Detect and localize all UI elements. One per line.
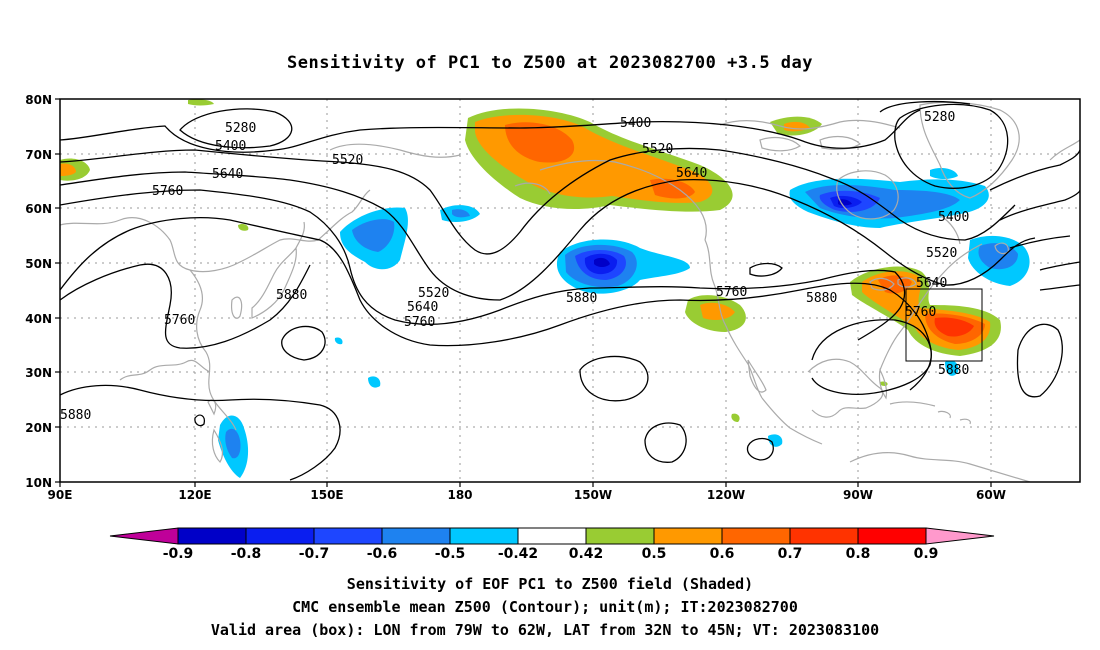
- colorbar-swatch: [177, 527, 247, 545]
- contour-label: 5520: [418, 286, 449, 301]
- lat-tick-label: 40N: [25, 312, 52, 326]
- colorbar-swatch: [857, 527, 927, 545]
- contour-label: 5280: [225, 121, 256, 136]
- colorbar-tick-label: -0.42: [498, 546, 538, 562]
- contour-label: 5880: [566, 291, 597, 306]
- positive-sensitivity-bering-max: [505, 122, 575, 163]
- contour-label: 5880: [938, 363, 969, 378]
- colorbar-tick-label: -0.8: [231, 546, 262, 562]
- caption-line-2: CMC ensemble mean Z500 (Contour); unit(m…: [292, 598, 798, 616]
- colorbar-tick-label: -0.9: [163, 546, 194, 562]
- contour-labels: 5280 5400 5520 5640 5760 5880 5880 5760 …: [60, 110, 969, 423]
- lon-tick-label: 180: [447, 488, 472, 502]
- positive-sensitivity-east-coast-max: [934, 317, 974, 337]
- positive-sensitivity-speck-2: [731, 413, 740, 422]
- contour-label: 5640: [407, 300, 438, 315]
- lat-tick-label: 20N: [25, 421, 52, 435]
- colorbar-swatch: [653, 527, 723, 545]
- contour-label: 5640: [212, 167, 243, 182]
- colorbar-tick-label: 0.42: [569, 546, 604, 562]
- contour-label: 5520: [642, 142, 673, 157]
- negative-sensitivity-kamchatka-core: [352, 219, 395, 252]
- lat-tick-label: 10N: [25, 476, 52, 490]
- positive-sensitivity-baja-core: [700, 302, 735, 320]
- caption-line-3: Valid area (box): LON from 79W to 62W, L…: [211, 621, 879, 639]
- negative-sensitivity-speck-1: [368, 376, 381, 388]
- contour-label: 5640: [916, 276, 947, 291]
- negative-sensitivity-central-pacific-max: [594, 257, 610, 267]
- colorbar: [109, 527, 995, 545]
- lon-tick-label: 90E: [48, 488, 73, 502]
- contour-label: 5760: [164, 313, 195, 328]
- contour-label: 5880: [60, 408, 91, 423]
- negative-sensitivity-kamchatka-east-core: [452, 209, 470, 218]
- lon-tick-label: 90W: [843, 488, 873, 502]
- coastlines: [60, 101, 1080, 482]
- contour-label: 5400: [215, 139, 246, 154]
- axis-ticks: [55, 98, 992, 487]
- colorbar-under-triangle: [109, 527, 179, 545]
- lon-tick-label: 150W: [574, 488, 612, 502]
- contour-label: 5760: [152, 184, 183, 199]
- contour-label: 5880: [806, 291, 837, 306]
- lon-tick-label: 150E: [310, 488, 343, 502]
- colorbar-swatch: [585, 527, 655, 545]
- colorbar-tick-label: 0.6: [710, 546, 735, 562]
- colorbar-tick-label: 0.8: [846, 546, 871, 562]
- colorbar-tick-label: -0.5: [435, 546, 466, 562]
- caption-line-1: Sensitivity of EOF PC1 to Z500 field (Sh…: [347, 575, 753, 593]
- contour-label: 5280: [924, 110, 955, 125]
- colorbar-tick-label: -0.7: [299, 546, 330, 562]
- figure-title: Sensitivity of PC1 to Z500 at 2023082700…: [287, 53, 813, 73]
- latitude-labels: 80N 70N 60N 50N 40N 30N 20N 10N: [25, 93, 52, 490]
- lat-tick-label: 80N: [25, 93, 52, 107]
- colorbar-tick-label: 0.9: [914, 546, 939, 562]
- colorbar-swatch: [721, 527, 791, 545]
- contour-label: 5400: [938, 210, 969, 225]
- colorbar-swatch: [517, 527, 587, 545]
- colorbar-swatch: [449, 527, 519, 545]
- negative-sensitivity-speck-4: [945, 360, 959, 376]
- map-frame: [59, 98, 1081, 483]
- map-panel: 5280 5400 5520 5640 5760 5880 5880 5760 …: [60, 99, 1080, 482]
- colorbar-swatch: [381, 527, 451, 545]
- negative-sensitivity-speck-3: [768, 434, 783, 447]
- colorbar-labels: -0.9 -0.8 -0.7 -0.6 -0.5 -0.42 0.42 0.5 0.6 0.7 0.…: [163, 546, 939, 562]
- colorbar-tick-label: 0.7: [778, 546, 803, 562]
- lat-tick-label: 70N: [25, 148, 52, 162]
- sensitivity-shading: [60, 99, 1030, 478]
- contour-label: 5760: [716, 285, 747, 300]
- positive-sensitivity-west-core: [60, 163, 76, 176]
- colorbar-over-triangle: [925, 527, 995, 545]
- negative-sensitivity-philippine-sea-core: [225, 428, 241, 459]
- contour-label: 5760: [905, 305, 936, 320]
- lon-tick-label: 120E: [178, 488, 211, 502]
- colorbar-tick-label: -0.6: [367, 546, 398, 562]
- positive-sensitivity-speck-1: [238, 223, 249, 231]
- negative-sensitivity-speck-2: [334, 337, 343, 345]
- contour-label: 5520: [926, 246, 957, 261]
- lon-tick-label: 60W: [976, 488, 1006, 502]
- contour-label: 5760: [404, 315, 435, 330]
- contour-label: 5880: [276, 288, 307, 303]
- longitude-labels: 90E 120E 150E 180 150W 120W 90W 60W: [48, 488, 1006, 502]
- valid-area-box: [905, 288, 983, 362]
- lat-tick-label: 50N: [25, 257, 52, 271]
- contour-label: 5640: [676, 166, 707, 181]
- contour-label: 5520: [332, 153, 363, 168]
- lat-tick-label: 60N: [25, 202, 52, 216]
- colorbar-swatch: [789, 527, 859, 545]
- lon-tick-label: 120W: [707, 488, 745, 502]
- colorbar-tick-label: 0.5: [642, 546, 667, 562]
- contour-label: 5400: [620, 116, 651, 131]
- positive-sensitivity-arctic-spot: [188, 99, 214, 106]
- colorbar-swatch: [245, 527, 315, 545]
- z500-contours: [60, 100, 1080, 481]
- lat-tick-label: 30N: [25, 366, 52, 380]
- colorbar-swatch: [313, 527, 383, 545]
